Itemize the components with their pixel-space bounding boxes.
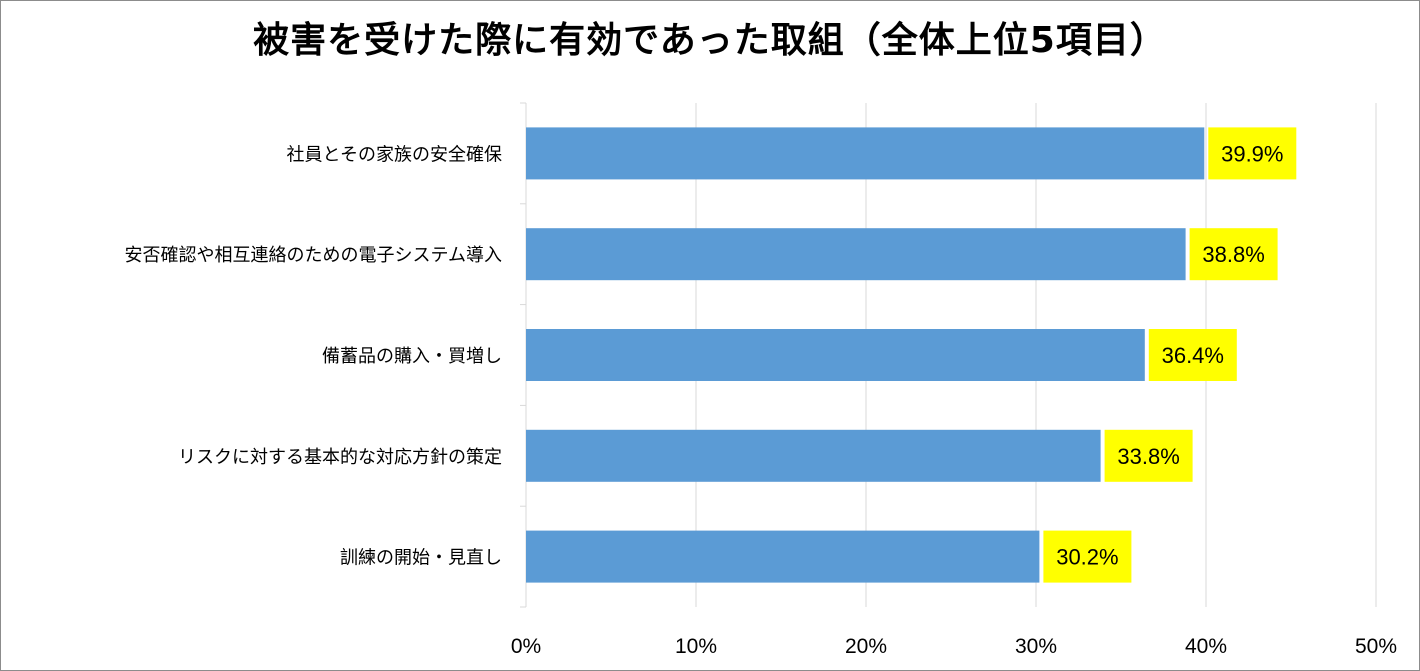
- data-label-box: [1208, 127, 1297, 180]
- x-tick-label: 50%: [1355, 635, 1397, 658]
- chart-title: 被害を受けた際に有効であった取組（全体上位5項目）: [253, 20, 1167, 61]
- data-label-box: [1043, 530, 1132, 583]
- x-tick-label: 20%: [845, 635, 887, 658]
- x-tick-label: 30%: [1015, 635, 1057, 658]
- x-tick-label: 40%: [1185, 635, 1227, 658]
- data-label: 30.2%: [1056, 545, 1118, 570]
- data-label: 39.9%: [1221, 141, 1283, 166]
- category-label: 社員とその家族の安全確保: [287, 144, 502, 165]
- bar: [526, 329, 1145, 381]
- category-label: リスクに対する基本的な対応方針の策定: [178, 447, 502, 468]
- bar: [526, 530, 1040, 583]
- data-label: 33.8%: [1117, 444, 1179, 469]
- category-label: 訓練の開始・見直し: [340, 548, 502, 569]
- x-tick-label: 10%: [675, 635, 717, 658]
- data-label-box: [1104, 429, 1193, 482]
- x-tick-label: 0%: [511, 635, 541, 658]
- data-label-box: [1148, 329, 1237, 381]
- category-label: 備蓄品の購入・買増し: [322, 346, 502, 367]
- bar: [526, 429, 1101, 482]
- bar: [526, 127, 1205, 180]
- data-label-box: [1189, 228, 1278, 281]
- bar: [526, 228, 1186, 281]
- data-label: 36.4%: [1162, 343, 1224, 368]
- category-label: 安否確認や相互連絡のための電子システム導入: [125, 245, 502, 266]
- data-label: 38.8%: [1202, 242, 1264, 267]
